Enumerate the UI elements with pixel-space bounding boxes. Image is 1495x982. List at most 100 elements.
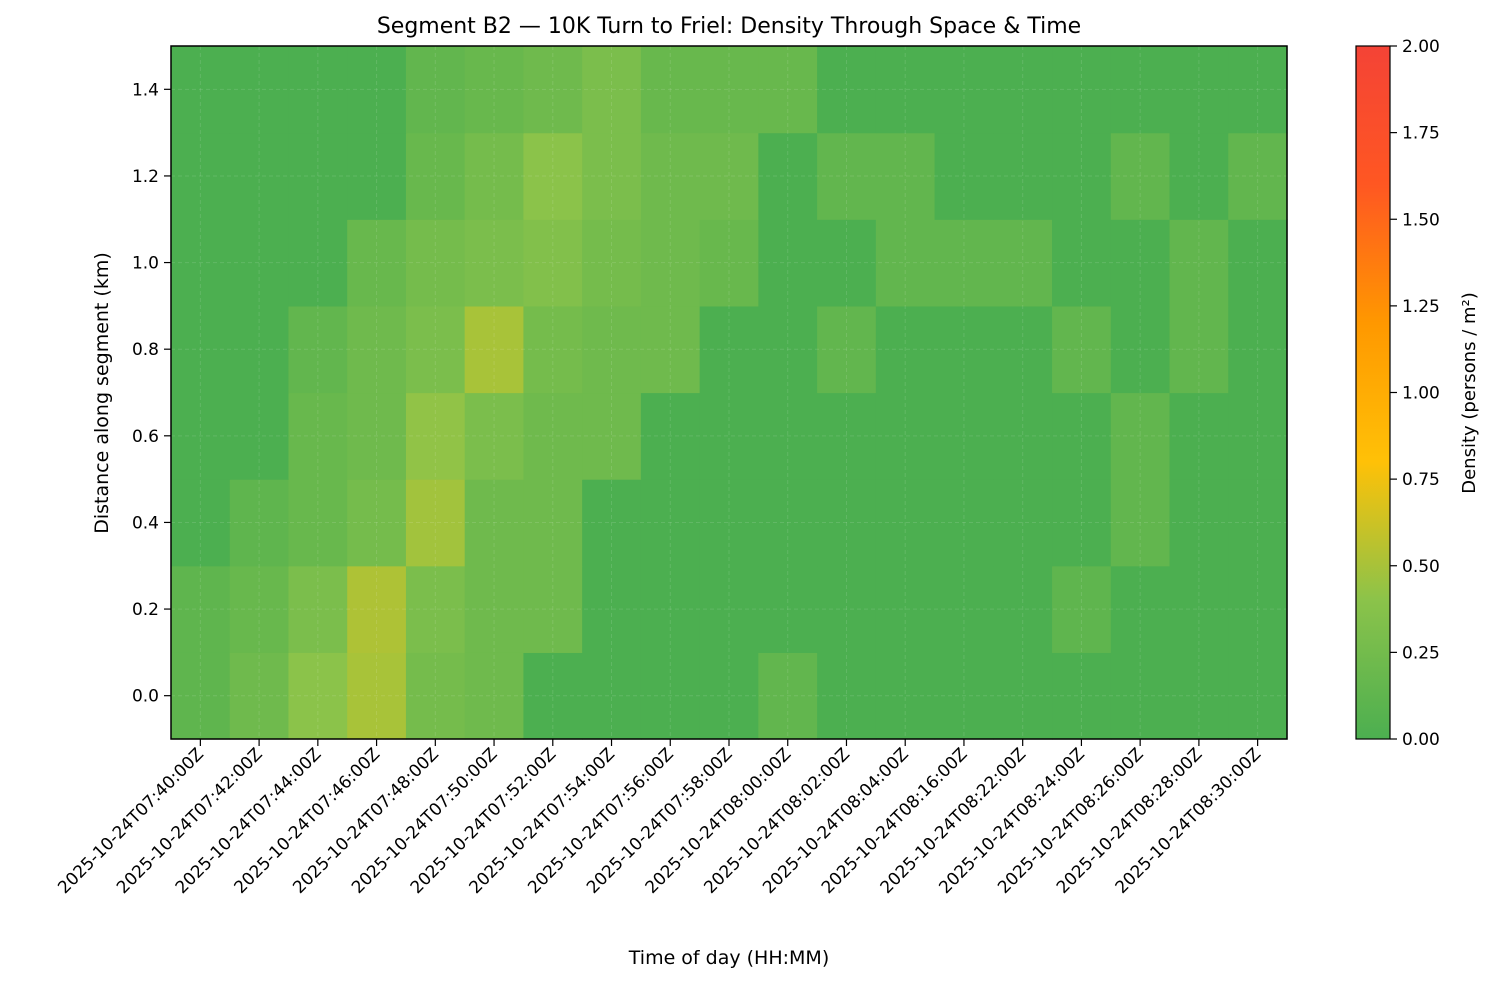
heatmap-cell <box>1228 46 1288 134</box>
heatmap-cell <box>582 305 642 394</box>
colorbar <box>1355 45 1391 740</box>
heatmap-cell <box>523 652 583 740</box>
heatmap-cell <box>347 392 407 480</box>
heatmap-cell <box>405 132 466 220</box>
heatmap-cell <box>1052 305 1112 394</box>
heatmap-cell <box>993 219 1053 307</box>
heatmap-cell <box>699 305 759 394</box>
heatmap-cell <box>171 652 231 740</box>
heatmap-cell <box>523 132 583 220</box>
heatmap-cell <box>758 479 818 567</box>
heatmap-cell <box>1169 132 1229 220</box>
heatmap-cell <box>875 565 936 653</box>
heatmap-cell <box>464 46 525 134</box>
heatmap-cell <box>229 652 290 740</box>
heatmap-cell <box>993 305 1053 394</box>
heatmap-cell <box>699 479 759 567</box>
colorbar-tick-label: 2.00 <box>1402 37 1440 57</box>
heatmap-cell <box>1052 479 1112 567</box>
heatmap-cell <box>1228 479 1288 567</box>
colorbar-label: Density (persons / m²) <box>1459 292 1480 494</box>
heatmap-cell <box>464 392 525 480</box>
heatmap-cell <box>699 219 759 307</box>
heatmap-cell <box>523 219 583 307</box>
heatmap-cell <box>817 132 877 220</box>
heatmap-cell <box>405 652 466 740</box>
heatmap-cell <box>405 479 466 567</box>
heatmap-cell <box>523 305 583 394</box>
heatmap-cell <box>993 479 1053 567</box>
heatmap-cell <box>229 219 290 307</box>
heatmap-cell <box>934 479 994 567</box>
heatmap-cell <box>640 46 701 134</box>
heatmap-cell <box>1228 565 1288 653</box>
heatmap-cell <box>171 565 231 653</box>
heatmap-cell <box>1052 132 1112 220</box>
heatmap-cell <box>993 652 1053 740</box>
heatmap-cell <box>582 132 642 220</box>
y-tick-label: 1.2 <box>132 167 159 187</box>
heatmap-cell <box>405 219 466 307</box>
heatmap-cell <box>934 132 994 220</box>
heatmap-cell <box>640 479 701 567</box>
heatmap-cell <box>523 392 583 480</box>
heatmap-cell <box>288 479 348 567</box>
heatmap-cell <box>171 479 231 567</box>
heatmap-cell <box>875 479 936 567</box>
colorbar-tick-label: 1.75 <box>1402 124 1440 144</box>
heatmap-cell <box>288 132 348 220</box>
y-tick-label: 1.4 <box>132 80 159 100</box>
heatmap-cell <box>229 46 290 134</box>
heatmap-cell <box>1169 219 1229 307</box>
heatmap-cell <box>640 565 701 653</box>
heatmap-cell <box>347 46 407 134</box>
y-tick-label: 0.2 <box>132 600 159 620</box>
heatmap-cell <box>288 565 348 653</box>
heatmap-cell <box>817 479 877 567</box>
heatmap-cell <box>640 652 701 740</box>
heatmap-cell <box>582 479 642 567</box>
heatmap-cell <box>523 479 583 567</box>
heatmap-cell <box>758 392 818 480</box>
heatmap-cell <box>934 46 994 134</box>
heatmap-cell <box>934 652 994 740</box>
heatmap-cell <box>875 219 936 307</box>
heatmap-cell <box>875 132 936 220</box>
heatmap-cell <box>934 392 994 480</box>
heatmap-cell <box>1228 305 1288 394</box>
y-axis-ticks: 0.0 0.2 0.4 0.6 0.8 1.0 1.2 1.4 <box>132 80 171 707</box>
heatmap-cell <box>405 565 466 653</box>
heatmap-cell <box>1169 305 1229 394</box>
colorbar-tick-label: 0.50 <box>1402 557 1440 577</box>
colorbar-tick-label: 1.25 <box>1402 297 1440 317</box>
heatmap-cell <box>1052 392 1112 480</box>
heatmap-cell <box>523 46 583 134</box>
heatmap-cell <box>817 219 877 307</box>
heatmap-cell <box>758 305 818 394</box>
heatmap-cell <box>464 652 525 740</box>
heatmap-cell <box>1169 652 1229 740</box>
heatmap-cell <box>347 132 407 220</box>
heatmap-cell <box>1110 132 1171 220</box>
heatmap-cell <box>347 565 407 653</box>
colorbar-tick-label: 0.75 <box>1402 470 1440 490</box>
colorbar-tick-label: 1.00 <box>1402 384 1440 404</box>
heatmap-cell <box>582 565 642 653</box>
y-tick-label: 0.4 <box>132 513 159 533</box>
heatmap-cell <box>229 392 290 480</box>
heatmap-cell <box>1110 565 1171 653</box>
heatmap-cell <box>875 652 936 740</box>
heatmap-cell <box>405 46 466 134</box>
heatmap-cell <box>523 565 583 653</box>
heatmap-cell <box>171 132 231 220</box>
heatmap-cell <box>229 479 290 567</box>
heatmap-cell <box>875 46 936 134</box>
heatmap-cell <box>288 652 348 740</box>
x-axis-label: Time of day (HH:MM) <box>628 947 829 969</box>
heatmap-cell <box>464 305 525 394</box>
heatmap-cell <box>699 132 759 220</box>
heatmap-cell <box>817 652 877 740</box>
heatmap-cell <box>288 46 348 134</box>
heatmap-cell <box>640 392 701 480</box>
